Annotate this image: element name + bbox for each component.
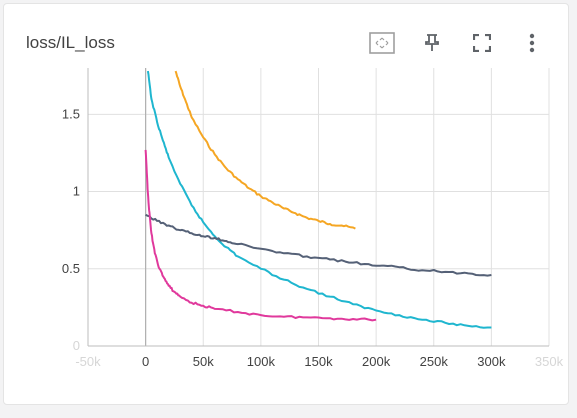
x-tick-label: 200k	[362, 354, 391, 369]
x-tick-label: 50k	[193, 354, 214, 369]
chart-card: loss/IL_loss	[3, 3, 569, 405]
series-line[interactable]	[144, 149, 377, 322]
fullscreen-icon	[473, 34, 491, 52]
x-tick-label: 300k	[477, 354, 506, 369]
series-line[interactable]	[174, 70, 356, 230]
x-tick-label: 100k	[247, 354, 276, 369]
x-tick-label: 250k	[420, 354, 449, 369]
chart-toolbar	[362, 28, 552, 58]
fit-domain-button[interactable]	[362, 28, 402, 58]
x-tick-label: 350k	[535, 354, 564, 369]
fit-domain-icon	[369, 32, 395, 54]
y-tick-label: 0.5	[62, 261, 80, 276]
y-tick-label: 1.5	[62, 106, 80, 121]
series-line[interactable]	[146, 70, 492, 329]
y-tick-label: 1	[73, 184, 80, 199]
fullscreen-button[interactable]	[462, 28, 502, 58]
x-tick-label: 0	[142, 354, 149, 369]
y-tick-label: 0	[73, 338, 80, 353]
series-line[interactable]	[145, 213, 492, 277]
more-vert-icon	[529, 33, 535, 53]
pin-button[interactable]	[412, 28, 452, 58]
pin-icon	[425, 34, 439, 51]
x-tick-label: -50k	[75, 354, 101, 369]
x-tick-label: 150k	[304, 354, 333, 369]
chart-title: loss/IL_loss	[26, 33, 115, 52]
more-options-button[interactable]	[512, 28, 552, 58]
